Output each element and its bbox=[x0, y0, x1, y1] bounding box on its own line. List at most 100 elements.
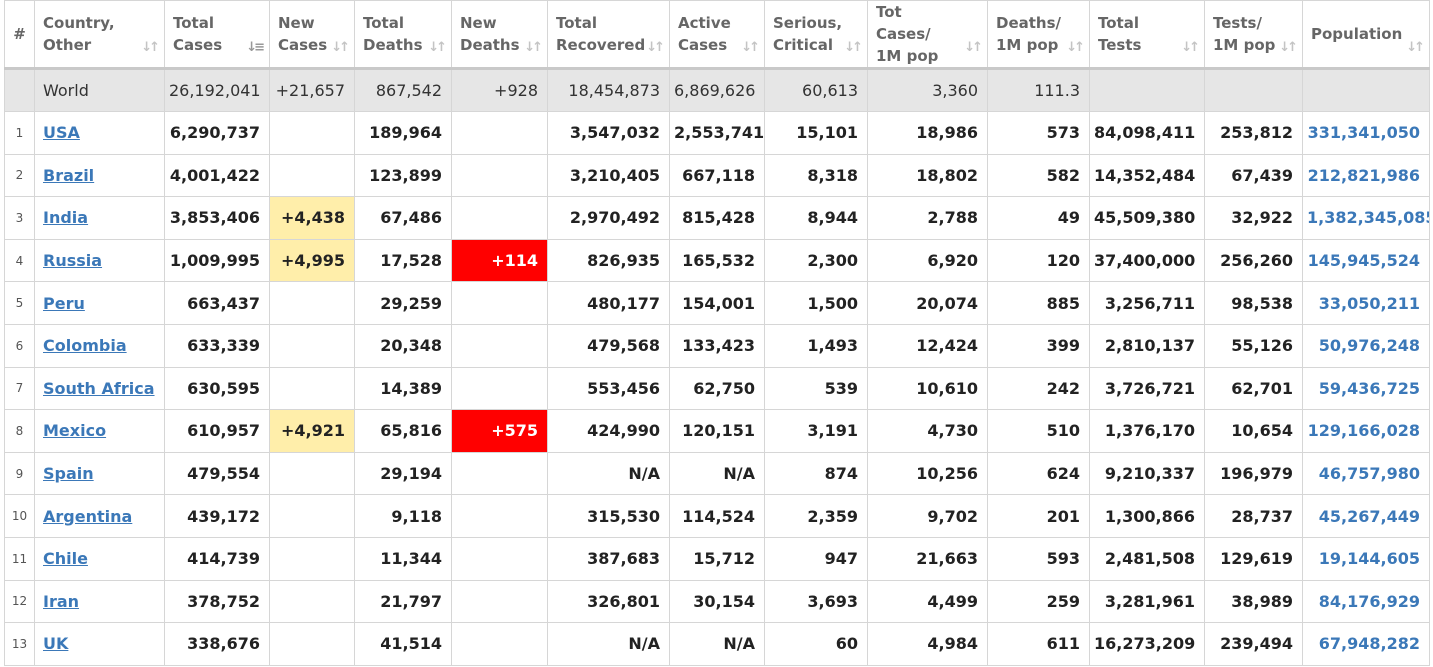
cell-population: 331,341,050 bbox=[1302, 111, 1430, 155]
country-link[interactable]: Spain bbox=[43, 464, 94, 484]
column-header-deaths-per-1m[interactable]: Deaths/1M pop ↓↑ bbox=[987, 0, 1090, 70]
table-row: 10 Argentina 439,172 9,118 315,530 114,524 2,3… bbox=[4, 494, 1430, 538]
cell-cases-per-1m: 4,730 bbox=[867, 409, 988, 453]
country-link[interactable]: Mexico bbox=[43, 421, 107, 441]
column-header-active-cases[interactable]: Active Cases ↓↑ bbox=[669, 0, 765, 70]
cell-total-deaths: 65,816 bbox=[354, 409, 452, 453]
column-header-label: Deaths/ bbox=[996, 14, 1062, 32]
cell-total-cases: 4,001,422 bbox=[164, 153, 270, 198]
cell-cases-per-1m: 6,920 bbox=[867, 238, 988, 283]
country-link[interactable]: UK bbox=[43, 634, 69, 654]
country-link[interactable]: Brazil bbox=[43, 165, 95, 185]
cell-deaths-per-1m: 242 bbox=[987, 366, 1090, 411]
country-link[interactable]: South Africa bbox=[43, 378, 155, 398]
column-header-total-cases[interactable]: Total Cases ↓≡ bbox=[164, 0, 270, 70]
column-header-label: Country, bbox=[43, 14, 115, 32]
cell-total-deaths: 11,344 bbox=[354, 536, 452, 581]
cell-total-cases: 26,192,041 bbox=[164, 68, 270, 112]
column-header-country[interactable]: Country, Other ↓↑ bbox=[34, 0, 165, 70]
column-header-label: 1M pop bbox=[996, 36, 1059, 54]
cell-cases-per-1m: 10,610 bbox=[867, 366, 988, 411]
sort-both-icon[interactable]: ↓↑ bbox=[646, 40, 665, 55]
country-link[interactable]: India bbox=[43, 208, 89, 228]
column-header-label: # bbox=[13, 25, 26, 43]
sort-both-icon[interactable]: ↓↑ bbox=[741, 40, 760, 55]
cell-tests-per-1m: 62,701 bbox=[1204, 366, 1303, 411]
cell-total-recovered: 3,210,405 bbox=[547, 153, 670, 198]
cell-total-recovered: 826,935 bbox=[547, 238, 670, 283]
cell-active-cases: 120,151 bbox=[669, 409, 765, 453]
column-header-total-recovered[interactable]: Total Recovered ↓↑ bbox=[547, 0, 670, 70]
sort-both-icon[interactable]: ↓↑ bbox=[1406, 40, 1425, 55]
cell-deaths-per-1m: 573 bbox=[987, 111, 1090, 155]
column-header-new-deaths[interactable]: New Deaths ↓↑ bbox=[451, 0, 548, 70]
column-header-label: 1M pop bbox=[876, 47, 939, 65]
cell-new-deaths bbox=[451, 579, 548, 624]
cell-serious: 60,613 bbox=[764, 68, 868, 112]
cell-serious: 15,101 bbox=[764, 111, 868, 155]
cell-total-tests: 1,300,866 bbox=[1089, 494, 1205, 538]
column-header-label: Cases bbox=[278, 36, 328, 54]
column-header-population[interactable]: Population ↓↑ bbox=[1302, 0, 1430, 70]
sort-both-icon[interactable]: ↓↑ bbox=[331, 40, 350, 55]
cell-tests-per-1m: 129,619 bbox=[1204, 536, 1303, 581]
column-header-label: Serious, bbox=[773, 14, 843, 32]
column-header-total-deaths[interactable]: Total Deaths ↓↑ bbox=[354, 0, 452, 70]
country-link[interactable]: Argentina bbox=[43, 506, 133, 526]
cell-total-cases: 630,595 bbox=[164, 366, 270, 411]
cell-total-cases: 663,437 bbox=[164, 281, 270, 325]
column-header-label: New bbox=[278, 14, 315, 32]
sort-both-icon[interactable]: ↓↑ bbox=[844, 40, 863, 55]
cell-idx: 4 bbox=[4, 238, 35, 283]
sort-desc-icon[interactable]: ↓≡ bbox=[246, 40, 265, 55]
cell-deaths-per-1m: 611 bbox=[987, 622, 1090, 666]
column-header-tests-per-1m[interactable]: Tests/1M pop ↓↑ bbox=[1204, 0, 1303, 70]
cell-total-tests: 14,352,484 bbox=[1089, 153, 1205, 198]
country-link[interactable]: Peru bbox=[43, 293, 85, 313]
cell-new-deaths bbox=[451, 451, 548, 496]
cell-new-cases bbox=[269, 494, 355, 538]
sort-both-icon[interactable]: ↓↑ bbox=[141, 40, 160, 55]
sort-both-icon[interactable]: ↓↑ bbox=[428, 40, 447, 55]
cell-cases-per-1m: 18,802 bbox=[867, 153, 988, 198]
sort-both-icon[interactable]: ↓↑ bbox=[964, 40, 983, 55]
country-link[interactable]: Chile bbox=[43, 549, 88, 569]
cell-serious: 1,493 bbox=[764, 323, 868, 368]
column-header-label: Deaths bbox=[460, 36, 520, 54]
cell-new-cases: +21,657 bbox=[269, 68, 355, 112]
column-header-idx[interactable]: # bbox=[4, 0, 35, 70]
cell-total-recovered: 2,970,492 bbox=[547, 196, 670, 240]
cell-deaths-per-1m: 399 bbox=[987, 323, 1090, 368]
cell-active-cases: 667,118 bbox=[669, 153, 765, 198]
cell-population: 1,382,345,085 bbox=[1302, 196, 1430, 240]
cell-population: 46,757,980 bbox=[1302, 451, 1430, 496]
cell-cases-per-1m: 3,360 bbox=[867, 68, 988, 112]
cell-total-deaths: 17,528 bbox=[354, 238, 452, 283]
cell-serious: 60 bbox=[764, 622, 868, 666]
cell-tests-per-1m: 38,989 bbox=[1204, 579, 1303, 624]
sort-both-icon[interactable]: ↓↑ bbox=[1279, 40, 1298, 55]
cell-new-cases bbox=[269, 622, 355, 666]
cell-country: UK bbox=[34, 622, 165, 666]
cell-cases-per-1m: 4,984 bbox=[867, 622, 988, 666]
cell-total-recovered: 315,530 bbox=[547, 494, 670, 538]
column-header-serious[interactable]: Serious, Critical ↓↑ bbox=[764, 0, 868, 70]
sort-both-icon[interactable]: ↓↑ bbox=[1066, 40, 1085, 55]
cell-serious: 539 bbox=[764, 366, 868, 411]
cell-new-cases: +4,438 bbox=[269, 196, 355, 240]
country-link[interactable]: Colombia bbox=[43, 336, 127, 356]
sort-both-icon[interactable]: ↓↑ bbox=[1181, 40, 1200, 55]
cell-total-cases: 3,853,406 bbox=[164, 196, 270, 240]
column-header-cases-per-1m[interactable]: Tot Cases/1M pop ↓↑ bbox=[867, 0, 988, 70]
column-header-new-cases[interactable]: New Cases ↓↑ bbox=[269, 0, 355, 70]
country-link[interactable]: USA bbox=[43, 123, 80, 143]
cell-serious: 2,300 bbox=[764, 238, 868, 283]
table-row: 1 USA 6,290,737 189,964 3,547,032 2,553,741 15… bbox=[4, 111, 1430, 155]
column-header-total-tests[interactable]: Total Tests ↓↑ bbox=[1089, 0, 1205, 70]
cell-country: Spain bbox=[34, 451, 165, 496]
sort-both-icon[interactable]: ↓↑ bbox=[524, 40, 543, 55]
country-link[interactable]: Iran bbox=[43, 591, 80, 611]
cell-country: Peru bbox=[34, 281, 165, 325]
world-total-row: World 26,192,041 +21,657 867,542 +928 18,454,… bbox=[4, 68, 1430, 112]
country-link[interactable]: Russia bbox=[43, 251, 103, 271]
